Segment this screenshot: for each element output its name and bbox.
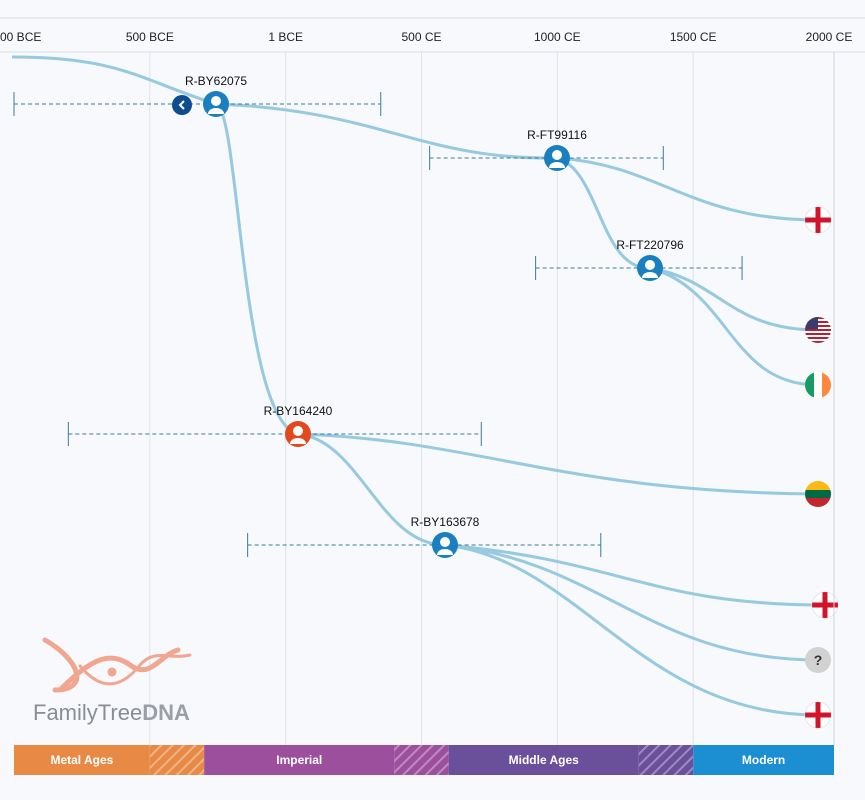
era-label: Imperial: [276, 753, 322, 767]
leaf-countries: ?: [804, 206, 839, 729]
branch-ft99116-to-england-1: [556, 156, 819, 222]
branch-by164240-to-by163678: [297, 432, 446, 547]
branch-by62075-to-ft99116: [215, 102, 558, 160]
era-label: Modern: [742, 753, 785, 767]
era-middle-ages: [448, 745, 639, 775]
era-metal-ages: [14, 745, 150, 775]
ireland-flag[interactable]: [805, 372, 831, 398]
unknown-origin[interactable]: ?: [805, 647, 831, 673]
node-label: R-FT220796: [616, 238, 684, 252]
person-icon: [437, 537, 453, 555]
time-axis: 1000 BCE 500 BCE 1 BCE 500 CE 1000 CE 1500 CE…: [0, 30, 852, 44]
england-flag-2[interactable]: [811, 591, 839, 619]
usa-flag[interactable]: [805, 317, 831, 343]
branch-by164240-to-lithuania: [297, 432, 819, 496]
person-icon: [290, 426, 306, 444]
axis-tick-label: 1000 BCE: [0, 30, 41, 44]
tree-branches: [11, 55, 826, 717]
branch-by163678-to-unknown: [444, 543, 819, 662]
axis-tick-label: 1000 CE: [534, 30, 581, 44]
branch-root-to-by62075: [11, 55, 217, 106]
era-label: Metal Ages: [50, 753, 113, 767]
axis-tick-label: 1 BCE: [268, 30, 303, 44]
node-R-FT220796[interactable]: [637, 255, 663, 281]
node-label: R-BY164240: [264, 404, 333, 418]
axis-tick-label: 500 CE: [401, 30, 441, 44]
era-hatch: [394, 745, 449, 775]
unknown-origin-label: ?: [814, 652, 823, 668]
person-icon: [208, 96, 224, 114]
branch-by62075-to-by164240: [215, 102, 299, 436]
axis-tick-label: 1500 CE: [670, 30, 717, 44]
back-button[interactable]: [172, 95, 192, 115]
node-R-BY62075[interactable]: [203, 91, 229, 117]
england-flag-1[interactable]: [804, 206, 832, 234]
branch-ft220796-to-ireland: [649, 266, 819, 387]
era-modern: [693, 745, 834, 775]
england-flag-3[interactable]: [804, 701, 832, 729]
node-label: R-FT99116: [527, 128, 587, 142]
era-bar: Metal Ages Imperial Middle Ages Modern: [14, 745, 834, 775]
branch-ft99116-to-ft220796: [556, 156, 651, 270]
dna-helix-icon: [42, 637, 192, 693]
era-label: Middle Ages: [509, 753, 580, 767]
branch-by163678-to-england-2: [444, 543, 826, 607]
tree-nodes: R-BY62075 R-FT99116 R-FT220796 R-BY164240 R-…: [172, 74, 684, 558]
node-label: R-BY62075: [185, 74, 247, 88]
axis-tick-label: 500 BCE: [126, 30, 174, 44]
lithuania-flag[interactable]: [805, 481, 831, 507]
logo-wordmark: FamilyTreeDNA: [33, 700, 190, 725]
confidence-intervals: [13, 92, 743, 557]
person-icon: [642, 260, 658, 278]
node-R-BY164240[interactable]: [285, 421, 311, 447]
branch-by163678-to-england-3: [444, 543, 819, 717]
node-R-BY163678[interactable]: [432, 532, 458, 558]
era-hatch: [149, 745, 205, 775]
familytreedna-logo: FamilyTreeDNA: [33, 637, 192, 725]
era-imperial: [204, 745, 395, 775]
node-R-FT99116[interactable]: [544, 145, 570, 171]
branch-ft220796-to-usa: [649, 266, 819, 332]
chevron-left-icon: [178, 100, 185, 110]
logo-wordmark-b: DNA: [142, 700, 190, 725]
node-label: R-BY163678: [411, 515, 480, 529]
logo-wordmark-a: FamilyTree: [33, 700, 142, 725]
person-icon: [549, 150, 565, 168]
axis-tick-label: 2000 CE: [806, 30, 853, 44]
era-hatch: [638, 745, 694, 775]
